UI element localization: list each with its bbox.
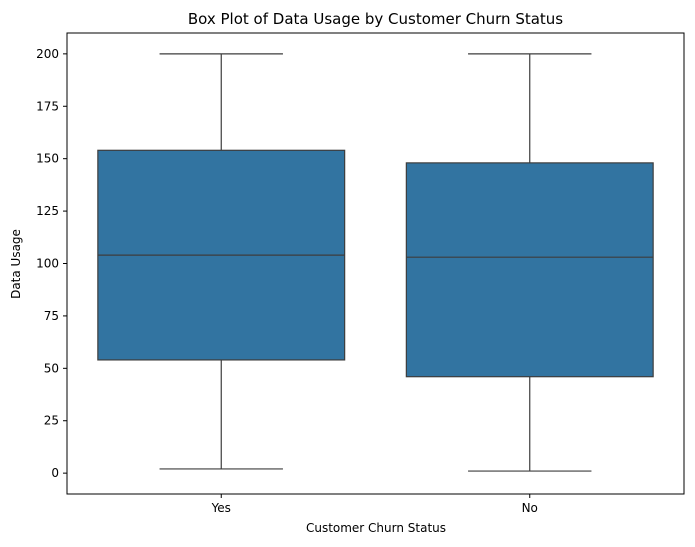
y-tick-label: 0 [51, 466, 59, 480]
x-axis-label: Customer Churn Status [306, 521, 446, 535]
box-yes [97, 53, 346, 470]
x-tick-label: No [522, 501, 538, 515]
y-tick-label: 100 [36, 257, 59, 271]
y-tick-label: 25 [44, 414, 59, 428]
x-tick-label: Yes [211, 501, 231, 515]
y-axis: 0 25 50 75 100 125 150 175 200 [36, 47, 67, 480]
x-axis: Yes No [211, 494, 538, 515]
boxes-group [97, 53, 654, 472]
y-tick-label: 150 [36, 152, 59, 166]
chart-title: Box Plot of Data Usage by Customer Churn… [188, 10, 563, 28]
y-tick-label: 125 [36, 204, 59, 218]
y-tick-label: 50 [44, 361, 59, 375]
plot-frame [66, 32, 685, 495]
y-tick-label: 75 [44, 309, 59, 323]
iqr-box [405, 162, 654, 378]
box-no [405, 53, 654, 472]
y-tick-label: 175 [36, 99, 59, 113]
y-tick-label: 200 [36, 47, 59, 61]
y-axis-label: Data Usage [9, 229, 23, 299]
